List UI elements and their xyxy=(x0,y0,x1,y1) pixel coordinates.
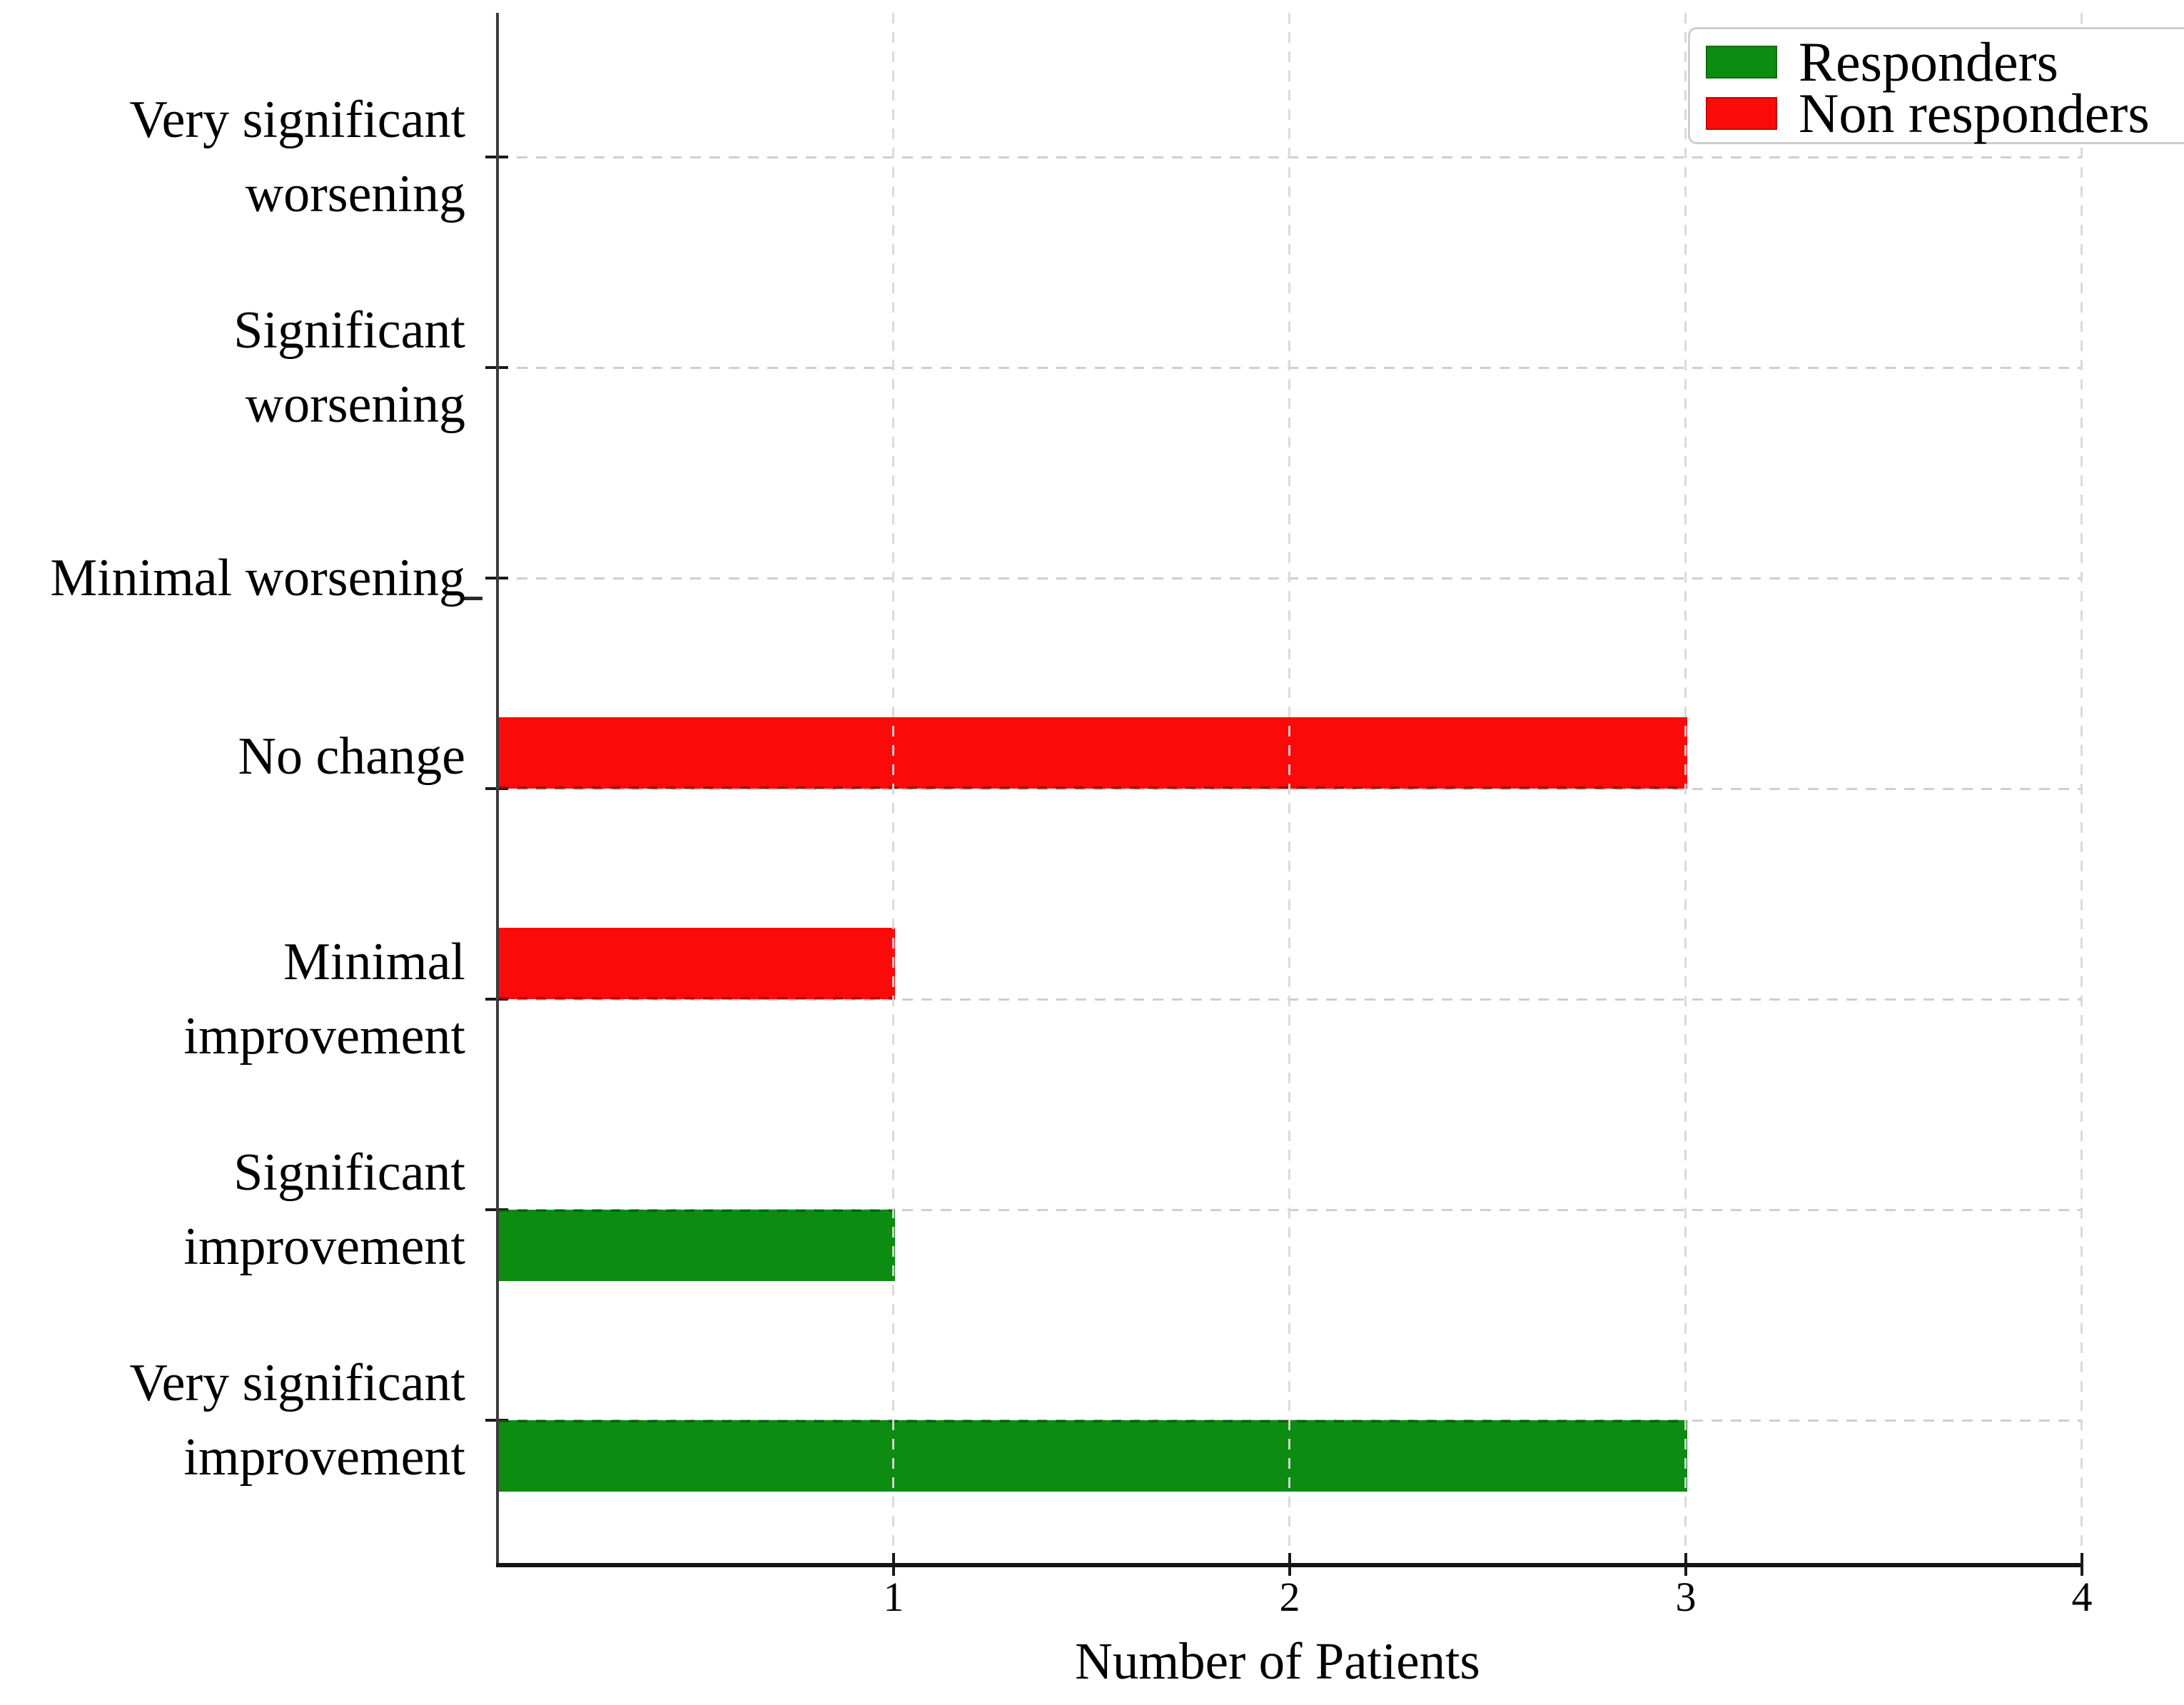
y-axis-label-line: improvement xyxy=(183,1218,465,1276)
y-axis-label-line: Minimal worsening xyxy=(50,549,465,607)
y-axis-label-line: Significant xyxy=(233,1143,465,1202)
bar-significant-improvement-responders xyxy=(499,1209,895,1281)
y-axis-label-line: worsening xyxy=(245,375,465,434)
y-axis-label-line: No change xyxy=(238,727,465,786)
v-gridline xyxy=(892,13,894,1564)
x-tick-mark xyxy=(892,1553,895,1576)
bar-edge xyxy=(499,1209,895,1212)
x-tick-mark xyxy=(1684,1553,1687,1576)
legend-label: Non responders xyxy=(1799,82,2150,144)
x-tick-mark xyxy=(1288,1553,1291,1576)
x-tick-label: 2 xyxy=(1279,1574,1300,1620)
y-axis-label-line: improvement xyxy=(183,1428,465,1487)
legend-swatch-responders xyxy=(1706,46,1777,79)
bar-very-significant-improvement-responders xyxy=(499,1420,1687,1492)
y-axis-label-line: Minimal xyxy=(283,933,465,991)
y-axis-label-very-significant-worsening: Very significant worsening xyxy=(0,79,465,236)
y-axis-label-line: Very significant xyxy=(129,91,465,149)
bar-minimal-improvement-non-responders xyxy=(499,928,895,1000)
y-axis-label-minimal-improvement: Minimal improvement xyxy=(0,921,465,1078)
y-axis-spine xyxy=(496,13,499,1567)
y-axis-label-significant-improvement: Significant improvement xyxy=(0,1131,465,1288)
legend-label: Responders xyxy=(1799,31,2058,93)
y-axis-label-line: worsening xyxy=(245,165,465,223)
x-tick-label: 1 xyxy=(883,1574,904,1620)
bar-edge xyxy=(499,1420,1687,1422)
y-axis-label-minimal-worsening: Minimal worsening xyxy=(0,500,465,657)
legend-swatch-non-responders xyxy=(1706,97,1777,130)
v-gridline xyxy=(2081,13,2083,1564)
y-axis-label-no-change: No change xyxy=(0,678,465,835)
y-axis-label-line: Significant xyxy=(233,301,465,360)
bar-edge xyxy=(499,997,895,1000)
stray-mark-artifact xyxy=(464,597,482,600)
x-axis-title: Number of Patients xyxy=(1075,1632,1480,1690)
y-axis-label-line: improvement xyxy=(183,1007,465,1066)
x-tick-mark xyxy=(2081,1553,2083,1576)
y-axis-label-line: Very significant xyxy=(129,1354,465,1412)
x-tick-label: 4 xyxy=(2071,1574,2093,1620)
legend-item-responders: Responders xyxy=(1706,31,2184,93)
bar-no-change-non-responders xyxy=(499,717,1687,789)
bar-edge xyxy=(499,786,1687,789)
legend: Responders Non responders xyxy=(1688,27,2184,144)
x-tick-label: 3 xyxy=(1675,1574,1697,1620)
v-gridline xyxy=(1684,13,1687,1564)
y-axis-label-significant-worsening: Significant worsening xyxy=(0,289,465,446)
y-axis-label-very-significant-improvement: Very significant improvement xyxy=(0,1342,465,1499)
legend-item-non-responders: Non responders xyxy=(1706,82,2184,144)
v-gridline xyxy=(1288,13,1290,1564)
